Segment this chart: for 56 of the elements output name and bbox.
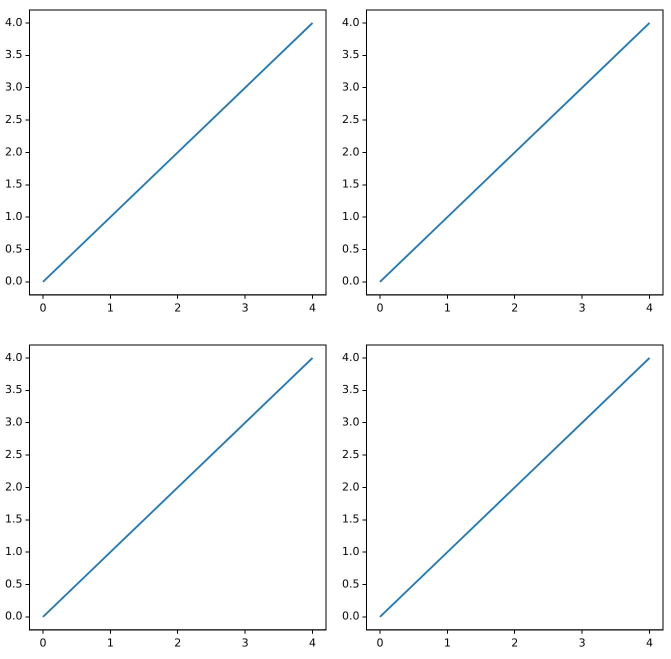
x-tick-label: 4: [646, 301, 654, 314]
y-tick-label: 4.0: [4, 16, 22, 29]
x-tick-label: 0: [376, 636, 384, 650]
x-tick-label: 4: [309, 301, 316, 314]
y-tick-label: 3.0: [4, 416, 22, 429]
x-tick-label: 1: [444, 636, 451, 650]
y-tick-label: 2.5: [4, 112, 22, 126]
x-tick-label: 1: [106, 636, 114, 650]
y-tick-label: 3.5: [342, 48, 360, 62]
y-tick-label: 0.5: [342, 242, 360, 256]
y-tick-label: 2.5: [4, 448, 22, 461]
y-tick-label: 3.5: [4, 48, 22, 62]
y-tick-label: 1.0: [4, 544, 22, 558]
y-tick-label: 1.0: [342, 210, 360, 223]
y-tick-label: 4.0: [4, 350, 22, 364]
y-tick-label: 0.0: [4, 274, 22, 288]
y-tick-label: 1.5: [342, 512, 360, 526]
y-tick-label: 1.5: [4, 178, 22, 191]
y-tick-label: 1.5: [342, 178, 360, 191]
y-tick-label: 4.0: [342, 16, 360, 29]
x-tick-label: 3: [242, 301, 249, 314]
x-tick-label: 3: [578, 301, 586, 314]
x-tick-label: 1: [106, 301, 114, 314]
x-tick-label: 0: [376, 301, 384, 314]
y-tick-label: 3.5: [342, 383, 360, 396]
y-tick-label: 1.5: [4, 512, 22, 526]
y-tick-label: 0.5: [4, 577, 22, 590]
x-tick-label: 4: [309, 636, 316, 650]
x-tick-label: 0: [39, 301, 46, 314]
x-tick-label: 1: [444, 301, 451, 314]
x-tick-label: 0: [39, 636, 46, 650]
y-tick-label: 2.0: [342, 145, 360, 158]
y-tick-label: 0.5: [4, 242, 22, 256]
y-tick-label: 0.0: [342, 610, 360, 623]
y-tick-label: 1.0: [342, 544, 360, 558]
x-tick-label: 2: [511, 301, 518, 314]
y-tick-label: 2.0: [342, 480, 360, 494]
y-tick-label: 0.0: [4, 610, 22, 623]
x-tick-label: 3: [578, 636, 586, 650]
x-tick-label: 2: [174, 636, 182, 650]
y-tick-label: 2.5: [342, 448, 360, 461]
y-tick-label: 0.0: [342, 274, 360, 288]
y-tick-label: 2.0: [4, 145, 22, 158]
x-tick-label: 3: [242, 636, 249, 650]
y-tick-label: 2.5: [342, 112, 360, 126]
y-tick-label: 3.0: [342, 416, 360, 429]
y-tick-label: 2.0: [4, 480, 22, 494]
y-tick-label: 1.0: [4, 210, 22, 223]
x-tick-label: 4: [646, 636, 654, 650]
y-tick-label: 3.0: [4, 80, 22, 94]
x-tick-label: 2: [174, 301, 182, 314]
x-tick-label: 2: [511, 636, 518, 650]
y-tick-label: 3.0: [342, 80, 360, 94]
y-tick-label: 4.0: [342, 350, 360, 364]
y-tick-label: 3.5: [4, 383, 22, 396]
y-tick-label: 0.5: [342, 577, 360, 590]
